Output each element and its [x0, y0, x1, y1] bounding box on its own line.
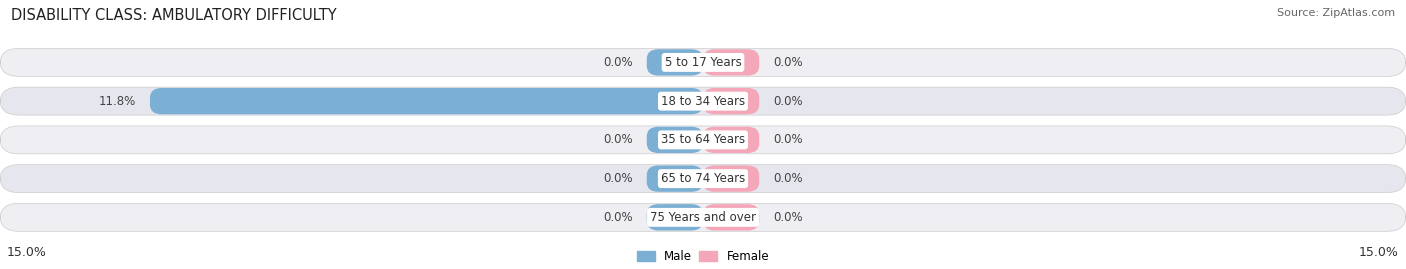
Text: 15.0%: 15.0%: [1360, 246, 1399, 259]
FancyBboxPatch shape: [703, 49, 759, 76]
FancyBboxPatch shape: [0, 165, 1406, 193]
FancyBboxPatch shape: [703, 165, 759, 192]
FancyBboxPatch shape: [0, 126, 1406, 154]
Text: 0.0%: 0.0%: [773, 56, 803, 69]
FancyBboxPatch shape: [647, 165, 703, 192]
Text: 0.0%: 0.0%: [603, 56, 633, 69]
FancyBboxPatch shape: [0, 48, 1406, 76]
Text: 65 to 74 Years: 65 to 74 Years: [661, 172, 745, 185]
Text: 0.0%: 0.0%: [603, 133, 633, 146]
Legend: Male, Female: Male, Female: [637, 250, 769, 263]
Text: 0.0%: 0.0%: [773, 133, 803, 146]
FancyBboxPatch shape: [703, 127, 759, 153]
Text: 0.0%: 0.0%: [773, 211, 803, 224]
Text: 11.8%: 11.8%: [98, 95, 136, 108]
Text: 0.0%: 0.0%: [773, 172, 803, 185]
Text: 75 Years and over: 75 Years and over: [650, 211, 756, 224]
Text: 35 to 64 Years: 35 to 64 Years: [661, 133, 745, 146]
Text: 15.0%: 15.0%: [7, 246, 46, 259]
FancyBboxPatch shape: [647, 204, 703, 231]
FancyBboxPatch shape: [647, 127, 703, 153]
Text: DISABILITY CLASS: AMBULATORY DIFFICULTY: DISABILITY CLASS: AMBULATORY DIFFICULTY: [11, 8, 337, 23]
Text: 0.0%: 0.0%: [603, 211, 633, 224]
Text: 5 to 17 Years: 5 to 17 Years: [665, 56, 741, 69]
FancyBboxPatch shape: [703, 204, 759, 231]
FancyBboxPatch shape: [647, 49, 703, 76]
FancyBboxPatch shape: [703, 88, 759, 114]
FancyBboxPatch shape: [0, 203, 1406, 231]
Text: 18 to 34 Years: 18 to 34 Years: [661, 95, 745, 108]
Text: 0.0%: 0.0%: [603, 172, 633, 185]
Text: 0.0%: 0.0%: [773, 95, 803, 108]
Text: Source: ZipAtlas.com: Source: ZipAtlas.com: [1277, 8, 1395, 18]
FancyBboxPatch shape: [150, 88, 703, 114]
FancyBboxPatch shape: [0, 87, 1406, 115]
